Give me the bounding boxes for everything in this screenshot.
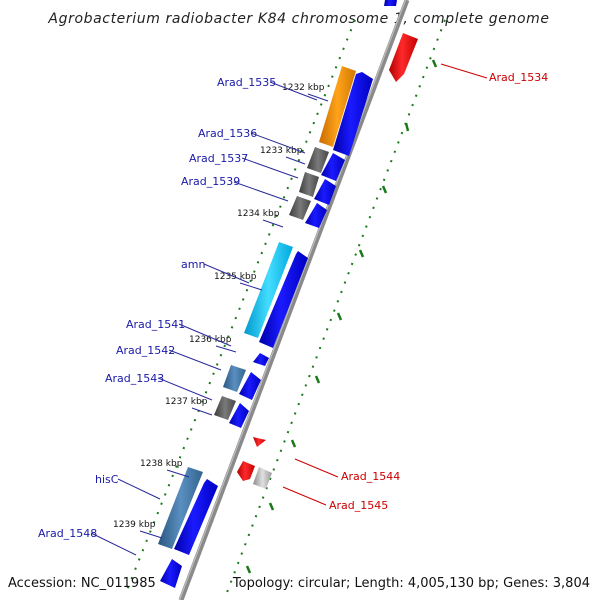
gene-box-arad-1543[interactable] xyxy=(214,396,236,420)
genome-summary-text: Topology: circular; Length: 4,005,130 bp… xyxy=(232,576,590,591)
gene-box-arad-1535[interactable] xyxy=(319,66,356,147)
gene-label-arad-1545[interactable]: Arad_1545 xyxy=(329,499,388,512)
kbp-label-1239: 1239 kbp xyxy=(113,520,156,530)
kbp-label-1237: 1237 kbp xyxy=(165,397,208,407)
gene-box-hisc[interactable] xyxy=(158,467,203,549)
gene-arrow-arad-1539[interactable] xyxy=(305,203,327,228)
gene-arrow-arad-1545[interactable] xyxy=(237,461,255,481)
gene-arrow-arad-1543[interactable] xyxy=(229,403,249,428)
gene-arrow-arad-1537[interactable] xyxy=(314,179,336,205)
gene-arrow-arad-1542[interactable] xyxy=(239,372,261,400)
kbp-label-1234: 1234 kbp xyxy=(237,209,280,219)
gene-label-hisc[interactable]: hisC xyxy=(95,473,119,486)
gene-box-arad-1542[interactable] xyxy=(223,365,246,392)
kbp-label-leaders xyxy=(139,93,329,539)
gene-arrow-arad-1541[interactable] xyxy=(253,353,269,366)
right-gene-labels: Arad_1534 Arad_1544 Arad_1545 xyxy=(329,71,548,512)
left-gene-labels: Arad_1535 Arad_1536 Arad_1537 Arad_1539 … xyxy=(38,76,276,540)
gene-box-arad-1537[interactable] xyxy=(299,172,319,197)
genome-backbone xyxy=(178,0,410,600)
gene-box-arad-1539[interactable] xyxy=(289,196,311,220)
kbp-label-1238: 1238 kbp xyxy=(140,459,183,469)
kbp-label-1232: 1232 kbp xyxy=(282,83,325,93)
gene-label-amn[interactable]: amn xyxy=(181,258,205,271)
outer-major-ticks xyxy=(245,59,438,574)
left-label-leaders xyxy=(90,81,318,556)
map-title: Agrobacterium radiobacter K84 chromosome… xyxy=(47,11,549,27)
gene-box-arad-1536[interactable] xyxy=(307,147,329,173)
gene-label-arad-1539[interactable]: Arad_1539 xyxy=(181,175,240,188)
gene-arrow-hisc[interactable] xyxy=(174,479,218,555)
accession-text: Accession: NC_011985 xyxy=(8,576,156,591)
gene-arrow-arad-1544[interactable] xyxy=(253,437,266,447)
gene-arrow-arad-1535[interactable] xyxy=(333,72,373,156)
gene-label-arad-1544[interactable]: Arad_1544 xyxy=(341,470,400,483)
kbp-label-1236: 1236 kbp xyxy=(189,335,232,345)
gene-label-arad-1542[interactable]: Arad_1542 xyxy=(116,344,175,357)
gene-label-arad-1537[interactable]: Arad_1537 xyxy=(189,152,248,165)
gene-label-arad-1536[interactable]: Arad_1536 xyxy=(198,127,257,140)
gene-label-arad-1548[interactable]: Arad_1548 xyxy=(38,527,97,540)
gene-arrow-arad-1548[interactable] xyxy=(160,559,182,588)
genome-backbone-highlight xyxy=(178,0,407,600)
gene-arrow-arad-1536[interactable] xyxy=(321,153,345,181)
gene-arrow-amn[interactable] xyxy=(259,251,308,348)
gene-label-arad-1535[interactable]: Arad_1535 xyxy=(217,76,276,89)
right-label-leaders xyxy=(282,63,488,506)
gene-box-arad-1545[interactable] xyxy=(253,467,272,489)
gene-arrow-arad-1534[interactable] xyxy=(389,33,418,82)
gene-label-arad-1534[interactable]: Arad_1534 xyxy=(489,71,548,84)
gene-arrow-top xyxy=(384,0,397,6)
gene-box-amn[interactable] xyxy=(244,242,293,338)
gene-label-arad-1543[interactable]: Arad_1543 xyxy=(105,372,164,385)
tick-track-inner xyxy=(124,19,356,596)
kbp-label-1233: 1233 kbp xyxy=(260,146,303,156)
gene-label-arad-1541[interactable]: Arad_1541 xyxy=(126,318,185,331)
